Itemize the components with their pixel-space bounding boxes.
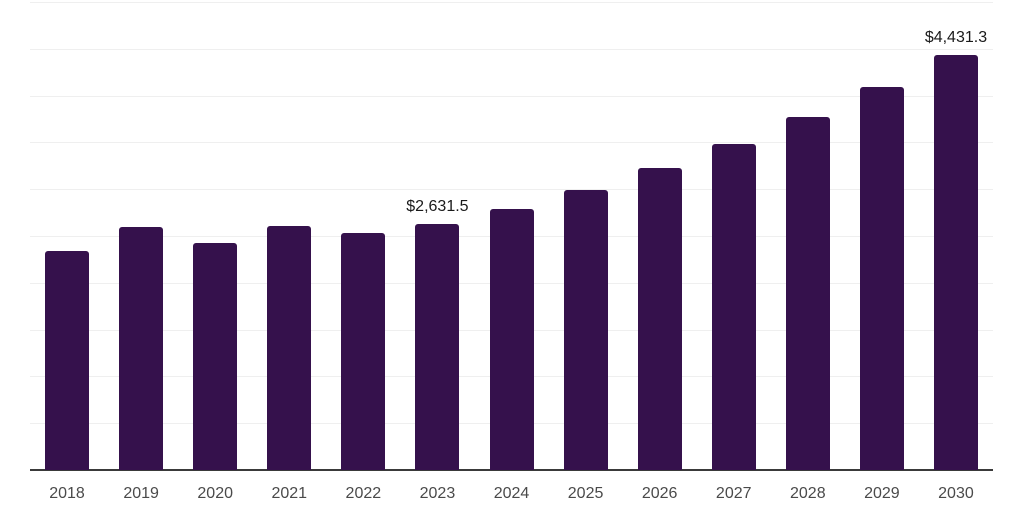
x-tick-label-2030: 2030 — [938, 485, 974, 502]
x-tick-label-2027: 2027 — [715, 485, 752, 502]
bar-2018 — [45, 250, 90, 470]
x-tick-label-2025: 2025 — [567, 485, 604, 502]
bar-2021 — [267, 225, 312, 470]
x-tick-label-2022: 2022 — [345, 485, 382, 502]
bar-2019 — [119, 227, 164, 470]
x-tick-label-2023: 2023 — [419, 485, 456, 502]
x-tick-label-2019: 2019 — [123, 485, 159, 502]
x-axis-line — [30, 469, 993, 471]
bar-2024 — [489, 208, 534, 470]
bar-2020 — [193, 242, 238, 470]
bar-2026 — [637, 168, 682, 470]
gridline-3500 — [30, 142, 993, 144]
gridline-4000 — [30, 95, 993, 97]
x-tick-label-2028: 2028 — [790, 485, 826, 502]
data-label-2030: $4,431.3 — [924, 29, 988, 47]
bar-2030 — [933, 55, 978, 470]
x-tick-label-2026: 2026 — [641, 485, 678, 502]
x-tick-label-2021: 2021 — [271, 485, 308, 502]
bar-2025 — [563, 190, 608, 470]
bar-2028 — [785, 117, 830, 470]
x-tick-label-2024: 2024 — [493, 485, 530, 502]
bar-2023 — [415, 223, 460, 470]
gridline-5000 — [30, 2, 993, 3]
bar-2029 — [859, 87, 904, 470]
x-tick-label-2018: 2018 — [49, 485, 85, 502]
x-tick-label-2029: 2029 — [864, 485, 900, 502]
gridline-3000 — [30, 189, 993, 191]
gridline-4500 — [30, 48, 993, 50]
bar-2027 — [711, 144, 756, 470]
data-label-2023: $2,631.5 — [406, 197, 469, 215]
bar-2022 — [341, 232, 386, 470]
x-tick-label-2020: 2020 — [197, 485, 233, 502]
